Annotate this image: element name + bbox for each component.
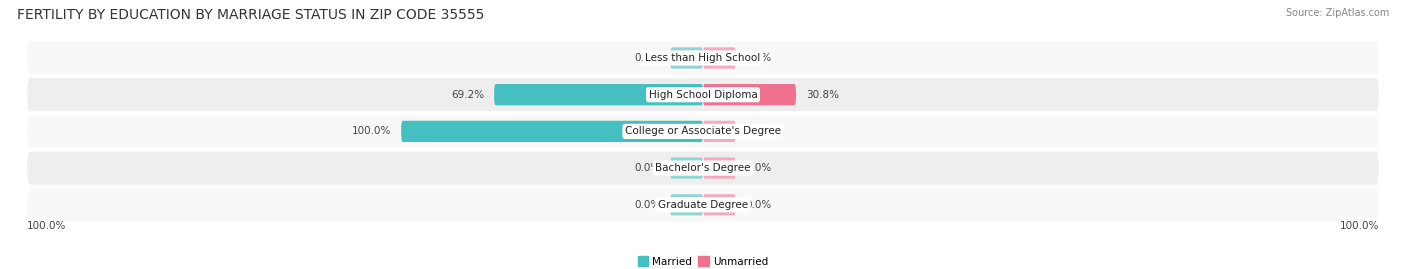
FancyBboxPatch shape — [703, 121, 735, 142]
FancyBboxPatch shape — [27, 78, 1379, 111]
FancyBboxPatch shape — [671, 47, 703, 69]
FancyBboxPatch shape — [494, 84, 703, 105]
FancyBboxPatch shape — [27, 41, 1379, 75]
Text: 0.0%: 0.0% — [745, 126, 772, 136]
FancyBboxPatch shape — [703, 47, 735, 69]
Text: Source: ZipAtlas.com: Source: ZipAtlas.com — [1285, 8, 1389, 18]
Text: College or Associate's Degree: College or Associate's Degree — [626, 126, 780, 136]
FancyBboxPatch shape — [703, 194, 735, 215]
Text: 0.0%: 0.0% — [634, 53, 661, 63]
Text: 100.0%: 100.0% — [352, 126, 391, 136]
FancyBboxPatch shape — [671, 157, 703, 179]
Text: Less than High School: Less than High School — [645, 53, 761, 63]
Text: 0.0%: 0.0% — [634, 163, 661, 173]
Text: 30.8%: 30.8% — [806, 90, 839, 100]
Text: 100.0%: 100.0% — [1340, 221, 1379, 231]
Text: 0.0%: 0.0% — [634, 200, 661, 210]
FancyBboxPatch shape — [27, 188, 1379, 221]
Text: 0.0%: 0.0% — [745, 163, 772, 173]
Legend: Married, Unmarried: Married, Unmarried — [638, 256, 768, 267]
Text: FERTILITY BY EDUCATION BY MARRIAGE STATUS IN ZIP CODE 35555: FERTILITY BY EDUCATION BY MARRIAGE STATU… — [17, 8, 484, 22]
FancyBboxPatch shape — [703, 84, 796, 105]
FancyBboxPatch shape — [401, 121, 703, 142]
Text: Bachelor's Degree: Bachelor's Degree — [655, 163, 751, 173]
FancyBboxPatch shape — [703, 157, 735, 179]
Text: High School Diploma: High School Diploma — [648, 90, 758, 100]
FancyBboxPatch shape — [671, 194, 703, 215]
Text: 0.0%: 0.0% — [745, 53, 772, 63]
FancyBboxPatch shape — [27, 115, 1379, 148]
FancyBboxPatch shape — [27, 151, 1379, 185]
Text: 69.2%: 69.2% — [451, 90, 484, 100]
Text: 0.0%: 0.0% — [745, 200, 772, 210]
Text: Graduate Degree: Graduate Degree — [658, 200, 748, 210]
Text: 100.0%: 100.0% — [27, 221, 66, 231]
